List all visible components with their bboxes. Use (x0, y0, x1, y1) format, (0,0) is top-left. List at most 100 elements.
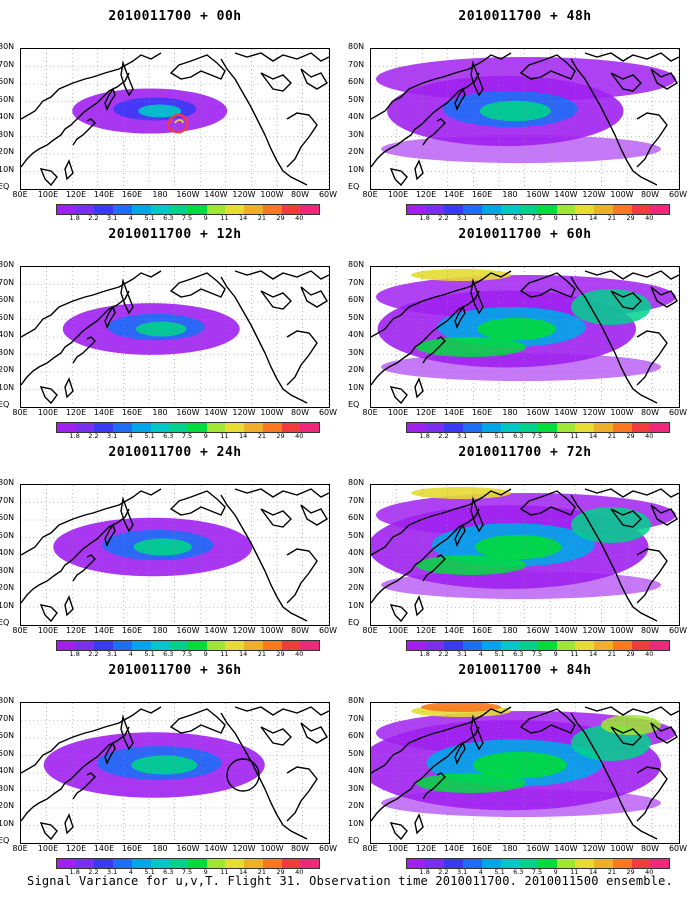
colorbar-swatch (612, 205, 632, 214)
latitude-label: 30N (0, 783, 15, 793)
colorbar-swatch (481, 641, 501, 650)
map-panel: 2010011700 + 36h 80N 70N 60N 50N 40N 30N 20N 10N… (0, 662, 350, 880)
colorbar-label: 14 (239, 432, 248, 440)
latitude-label: 70N (0, 277, 15, 287)
latitude-label: 40N (348, 330, 365, 339)
variance-contour (138, 104, 182, 118)
colorbar-swatch (481, 423, 501, 432)
latitude-label: 40N (348, 548, 365, 557)
longitude-label: 60W (668, 844, 688, 853)
latitude-label: 60N (348, 731, 365, 740)
colorbar-label: 14 (239, 650, 248, 658)
longitude-label: 140W (554, 626, 578, 635)
colorbar-swatch (538, 641, 557, 650)
colorbar-swatch (188, 423, 207, 432)
map-plot (20, 266, 330, 408)
map-svg (21, 703, 329, 843)
colorbar-swatch (575, 205, 595, 214)
colorbar-swatch (57, 423, 76, 432)
colorbar-label: 6.3 (513, 214, 524, 222)
coastline (169, 272, 226, 298)
longitude-label: 160E (471, 844, 493, 853)
colorbar-swatch (594, 423, 613, 432)
latitude-label: 10N (348, 382, 365, 392)
coastline (104, 523, 116, 547)
colorbar (406, 858, 670, 869)
colorbar-swatch (556, 423, 576, 432)
colorbar-swatch (538, 859, 557, 868)
longitude-label: 100W (260, 190, 284, 199)
coastline (610, 72, 642, 92)
longitude-label: 160E (471, 626, 493, 635)
colorbar-swatch (169, 859, 189, 868)
coastline (234, 270, 329, 280)
longitude-label: 80W (290, 844, 310, 853)
longitude-label: 120W (582, 190, 606, 199)
colorbar-label: 21 (607, 868, 616, 876)
longitude-label: 80E (12, 190, 28, 199)
longitude-label: 120W (582, 844, 606, 853)
longitude-label: 180 (152, 190, 168, 199)
colorbar-label: 5.1 (494, 650, 505, 658)
latitude-label: EQ (348, 618, 360, 627)
longitude-label: 140W (204, 190, 228, 199)
colorbar-label: 14 (589, 214, 598, 222)
colorbar-swatch (425, 205, 445, 214)
colorbar-labels: 1.8 2.2 3.1 4 5.1 6.3 7.5 9 11 14 21 29 40 (56, 432, 318, 442)
colorbar-label: 11 (220, 214, 229, 222)
map-svg (21, 49, 329, 189)
latitude-label: 10N (348, 600, 365, 610)
colorbar-label: 29 (276, 650, 285, 658)
coastline (371, 270, 512, 338)
coastline (286, 548, 318, 604)
colorbar-label: 2.2 (88, 432, 99, 440)
colorbar-label: 3.1 (106, 432, 118, 440)
longitude-label: 160E (121, 626, 143, 635)
colorbar-swatch (131, 859, 151, 868)
colorbar-swatch (407, 641, 426, 650)
longitude-label: 60W (668, 408, 688, 417)
colorbar-swatch (612, 423, 632, 432)
colorbar-label: 21 (257, 432, 266, 440)
colorbar-label: 5.1 (494, 868, 505, 876)
colorbar-swatch (463, 423, 482, 432)
latitude-label: 50N (348, 748, 365, 758)
colorbar-label: 1.8 (419, 214, 430, 222)
longitude-label: 140E (443, 626, 465, 635)
coastline (21, 488, 162, 556)
coastline (371, 290, 480, 386)
colorbar-swatch (594, 205, 613, 214)
coastline (454, 305, 466, 329)
colorbar-swatch (113, 641, 132, 650)
longitude-label: 140E (443, 408, 465, 417)
coastline (371, 706, 512, 774)
colorbar-swatch (150, 205, 170, 214)
longitude-label: 120W (232, 408, 256, 417)
longitude-label: 160E (471, 408, 493, 417)
longitude-label: 80W (640, 408, 660, 417)
panel-title: 2010011700 + 12h (108, 227, 242, 242)
longitude-label: 120E (65, 190, 87, 199)
map-svg (371, 49, 679, 189)
colorbar-swatch (556, 641, 576, 650)
coastline (610, 508, 642, 528)
latitude-label: 60N (0, 731, 15, 740)
longitude-label: 160W (176, 190, 200, 199)
longitude-label: 160W (526, 408, 550, 417)
colorbar-swatch (262, 641, 282, 650)
longitude-label: 100E (37, 626, 59, 635)
longitude-label: 100E (387, 408, 409, 417)
colorbar-swatch (131, 641, 151, 650)
colorbar-label: 1.8 (69, 214, 80, 222)
colorbar-swatch (150, 423, 170, 432)
coastline (120, 278, 134, 315)
colorbar-label: 4 (478, 650, 483, 658)
latitude-label: 20N (348, 583, 365, 592)
colorbar-swatch (262, 205, 282, 214)
panel-title: 2010011700 + 72h (458, 445, 592, 460)
colorbar-swatch (519, 205, 539, 214)
longitude-label: 80W (290, 408, 310, 417)
latitude-label: 70N (0, 59, 15, 69)
map-plot (370, 48, 680, 190)
colorbar-label: 40 (295, 214, 304, 222)
